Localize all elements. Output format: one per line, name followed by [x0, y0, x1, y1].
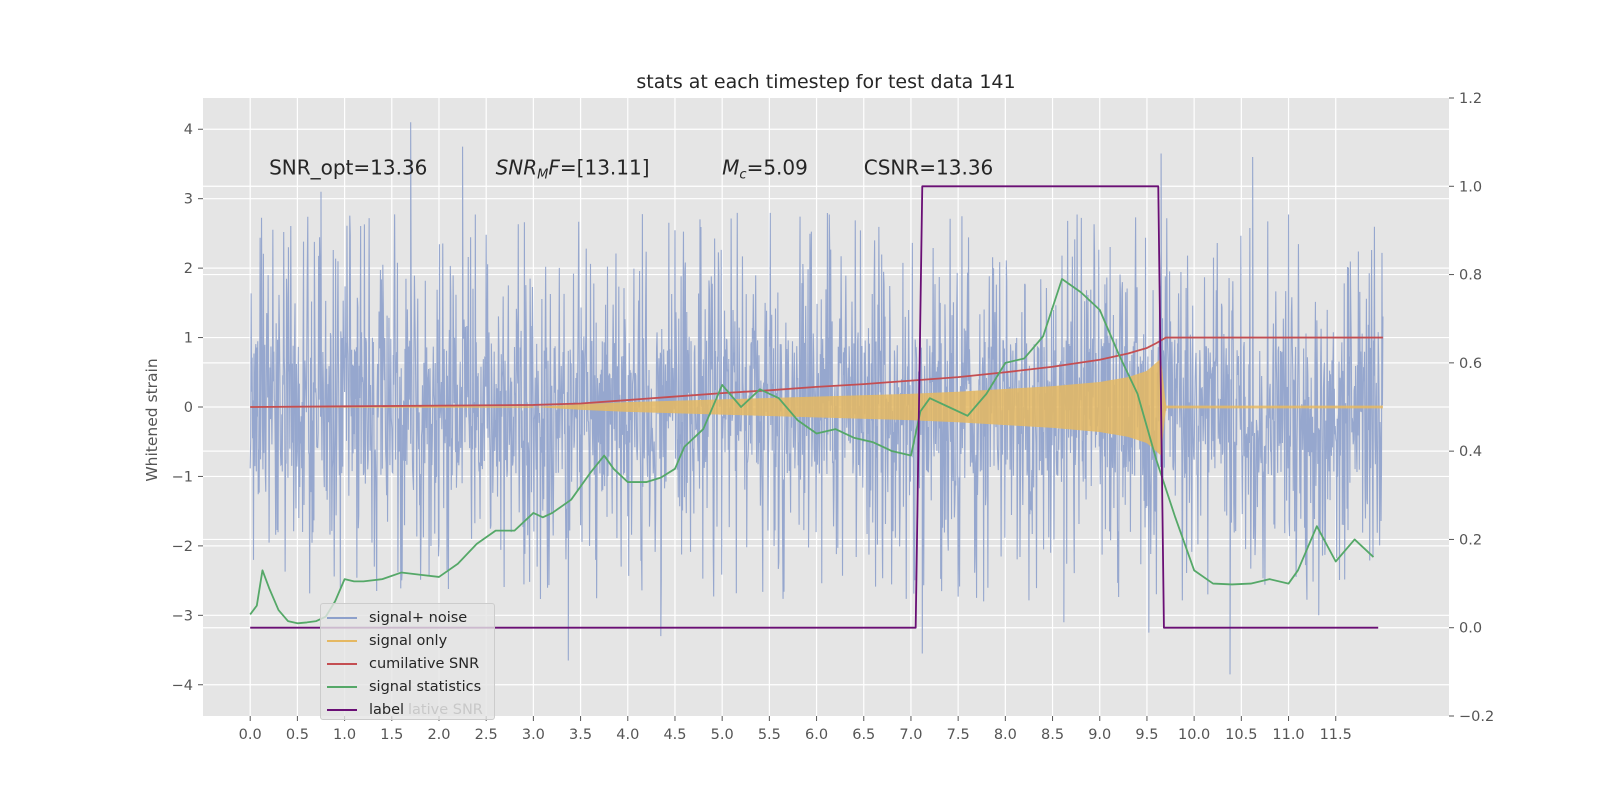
y2-tick-label: −0.2	[1459, 709, 1494, 725]
legend-item: signal+ noise	[327, 606, 488, 629]
signal-statistics-series-layer	[249, 278, 1375, 625]
legend-ghost-text: lative SNR	[408, 702, 483, 718]
y-tick-label: 2	[184, 261, 193, 277]
legend-label: signal+ noise	[369, 609, 468, 626]
x-tick-label: 0.5	[286, 727, 309, 743]
annotation-2: SNRMF=[13.11]	[496, 155, 650, 182]
cumulative-snr-series-layer	[250, 336, 1383, 408]
x-tick-label: 3.0	[522, 727, 545, 743]
legend-swatch	[327, 708, 357, 711]
legend-label: signal only	[369, 632, 448, 649]
legend-swatch	[327, 616, 357, 619]
annotation-4: CSNR=13.36	[864, 155, 994, 179]
y-axis-label: Whitened strain	[143, 358, 161, 481]
legend-swatch	[327, 662, 357, 665]
y-tick-label: −2	[172, 539, 193, 555]
axes: 0.0 0.5 1.0 1.5 2.0 2.5 3.0 3.5 4.0 4.5 5.0 5.5 6.0 6…	[172, 91, 1495, 743]
y-tick-label: 0	[184, 400, 193, 416]
legend-item: signal statistics	[327, 675, 488, 698]
annotations: SNR_opt=13.36 SNRMF=[13.11] Mc=5.09 CSNR=13…	[269, 155, 993, 182]
legend-swatch	[327, 639, 357, 642]
legend-label: cumilative SNR	[369, 655, 480, 672]
x-tick-label: 8.0	[994, 727, 1017, 743]
y-tick-label: −3	[172, 608, 193, 624]
x-tick-label: 4.0	[616, 727, 639, 743]
legend-rows: signal+ noise signal only cumilative SNR si…	[327, 606, 488, 721]
legend-item: label	[327, 698, 488, 721]
cumulative-snr-line	[250, 336, 1383, 408]
legend-label: signal statistics	[369, 678, 482, 695]
x-tick-label: 10.5	[1225, 727, 1257, 743]
x-tick-label: 6.0	[805, 727, 828, 743]
label-series-layer	[250, 185, 1379, 629]
y2-tick-label: 0.6	[1459, 356, 1482, 372]
x-tick-label: 6.5	[852, 727, 875, 743]
x-tick-label: 9.0	[1088, 727, 1111, 743]
signal-only-band	[533, 358, 1383, 456]
y-tick-label: 1	[184, 331, 193, 347]
x-tick-label: 11.5	[1320, 727, 1352, 743]
x-tick-label: 0.0	[239, 727, 262, 743]
y-tick-label: 3	[184, 192, 193, 208]
chart-title: stats at each timestep for test data 141	[636, 71, 1015, 93]
x-tick-label: 1.0	[333, 727, 356, 743]
x-tick-label: 1.5	[380, 727, 403, 743]
y-tick-label: −1	[172, 469, 193, 485]
x-tick-label: 8.5	[1041, 727, 1064, 743]
noise-series-layer	[249, 122, 1384, 675]
legend-item: signal only	[327, 629, 488, 652]
y2-tick-label: 0.0	[1459, 621, 1482, 637]
y-tick-label: 4	[184, 122, 193, 138]
x-tick-label: 5.5	[758, 727, 781, 743]
legend-label: label	[369, 701, 405, 718]
signal-statistics-line	[249, 278, 1375, 625]
y2-tick-label: 0.4	[1459, 444, 1482, 460]
x-tick-label: 7.5	[947, 727, 970, 743]
x-tick-label: 4.5	[663, 727, 686, 743]
label-line	[250, 185, 1379, 629]
x-tick-label: 2.5	[475, 727, 498, 743]
x-tick-label: 5.0	[711, 727, 734, 743]
legend-item: cumilative SNR	[327, 652, 488, 675]
x-tick-label: 7.0	[899, 727, 922, 743]
y2-tick-label: 0.8	[1459, 268, 1482, 284]
x-tick-label: 2.0	[427, 727, 450, 743]
y-tick-label: −4	[172, 678, 193, 694]
y2-tick-label: 1.2	[1459, 91, 1482, 107]
x-tick-label: 3.5	[569, 727, 592, 743]
x-tick-label: 11.0	[1272, 727, 1304, 743]
annotation-3: Mc=5.09	[722, 155, 808, 182]
legend: signal+ noise signal only cumilative SNR si…	[320, 603, 495, 720]
x-tick-label: 9.5	[1135, 727, 1158, 743]
annotation-1: SNR_opt=13.36	[269, 155, 427, 179]
signal-noise-line	[249, 122, 1384, 675]
x-tick-label: 10.0	[1178, 727, 1210, 743]
y2-tick-label: 1.0	[1459, 179, 1482, 195]
legend-swatch	[327, 685, 357, 688]
y2-tick-label: 0.2	[1459, 532, 1482, 548]
